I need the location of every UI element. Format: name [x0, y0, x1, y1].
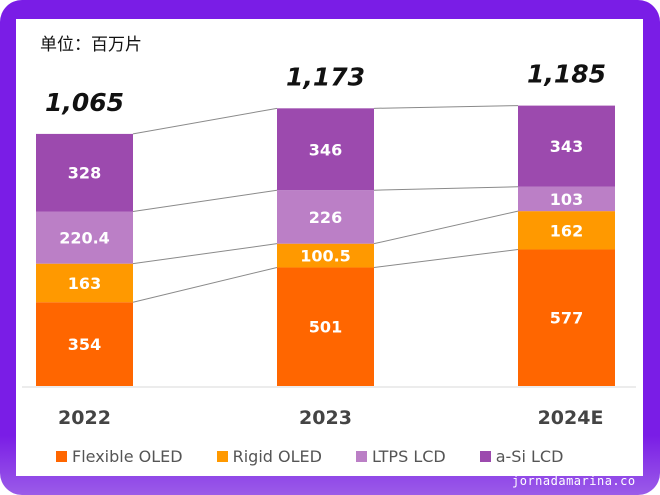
x-tick-label: 2024E	[538, 407, 604, 429]
legend-label: Rigid OLED	[232, 447, 322, 466]
data-label-rigid-oled: 162	[550, 221, 583, 240]
data-label-rigid-oled: 100.5	[300, 247, 351, 266]
connector-line	[373, 105, 519, 109]
connector-line	[373, 186, 519, 191]
legend-label: a-Si LCD	[495, 447, 564, 466]
legend-item: LTPS LCD	[355, 447, 446, 466]
bar-segment-a-si-lcd	[518, 105, 615, 187]
bar-segment-a-si-lcd	[277, 108, 374, 191]
connector-line	[132, 189, 278, 213]
bar-segment-ltps-lcd	[518, 186, 615, 212]
legend-swatch	[216, 451, 228, 462]
bar-segment-flexible-oled	[36, 302, 133, 386]
data-label-ltps-lcd: 226	[309, 208, 342, 227]
total-label: 1,065	[45, 88, 124, 117]
bar-segment-rigid-oled	[36, 263, 133, 303]
connector-line	[373, 210, 519, 245]
x-tick-label: 2022	[58, 407, 111, 429]
data-label-a-si-lcd: 346	[309, 140, 342, 159]
legend-item: Rigid OLED	[216, 447, 322, 466]
bar-segment-a-si-lcd	[36, 133, 133, 212]
connector-line	[132, 243, 278, 265]
data-label-ltps-lcd: 103	[550, 190, 583, 209]
bar-segment-ltps-lcd	[277, 190, 374, 244]
legend-swatch	[479, 451, 491, 462]
total-label: 1,185	[527, 60, 606, 89]
connector-line	[132, 266, 278, 303]
total-label: 1,173	[286, 62, 365, 91]
data-label-a-si-lcd: 343	[550, 137, 583, 156]
bar-segment-rigid-oled	[518, 211, 615, 250]
unit-label: 单位：百万片	[40, 35, 142, 55]
watermark: jornadamarina.co	[512, 474, 636, 488]
legend-item: Flexible OLED	[56, 447, 183, 466]
bar-segment-ltps-lcd	[36, 211, 133, 264]
bar-segment-rigid-oled	[277, 243, 374, 268]
data-label-flexible-oled: 354	[68, 335, 101, 354]
legend-label: LTPS LCD	[371, 447, 446, 466]
data-label-ltps-lcd: 220.4	[59, 229, 110, 248]
connector-line	[132, 107, 278, 135]
bar-segment-flexible-oled	[518, 249, 615, 386]
data-label-flexible-oled: 501	[309, 318, 342, 337]
legend-swatch	[56, 451, 67, 462]
legend-swatch	[355, 451, 367, 462]
connector-line	[373, 248, 519, 268]
x-tick-label: 2023	[299, 407, 352, 429]
data-label-flexible-oled: 577	[550, 309, 583, 328]
bar-segment-flexible-oled	[277, 267, 374, 386]
legend: Flexible OLED Rigid OLED LTPS LCD a-Si LCD	[56, 447, 597, 466]
legend-item: a-Si LCD	[479, 447, 564, 466]
data-label-a-si-lcd: 328	[68, 164, 101, 183]
data-label-rigid-oled: 163	[68, 274, 101, 293]
legend-label: Flexible OLED	[72, 447, 183, 466]
